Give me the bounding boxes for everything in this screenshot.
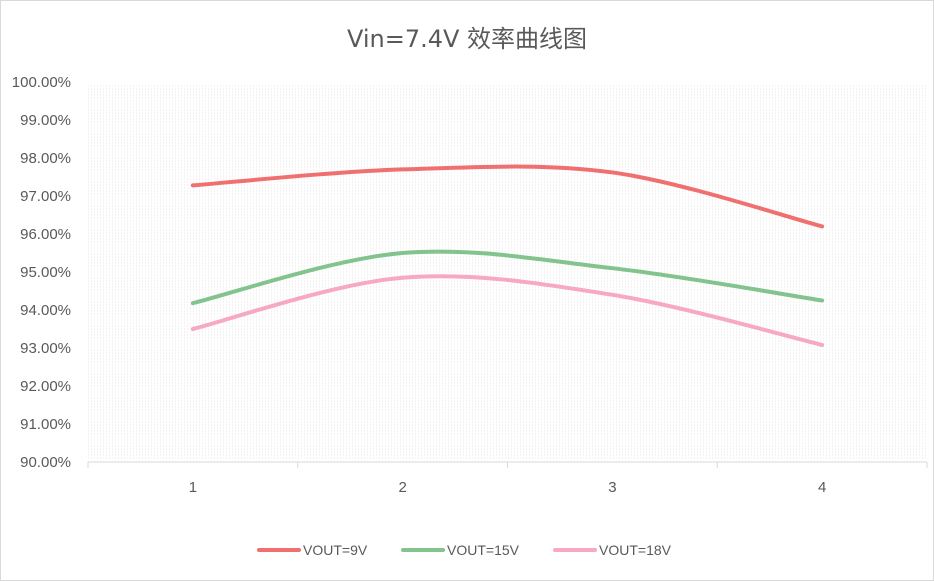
- legend-label: VOUT=9V: [303, 542, 368, 558]
- gridlines: [88, 85, 927, 459]
- series-line-2: [190, 249, 825, 306]
- y-tick-label: 90.00%: [20, 454, 71, 471]
- y-tick-label: 100.00%: [12, 74, 71, 91]
- x-tick-label: 2: [398, 479, 406, 496]
- y-tick-label: 93.00%: [20, 340, 71, 357]
- series-line-3: [190, 274, 825, 347]
- x-tick-label: 4: [818, 479, 826, 496]
- x-tick-label: 3: [608, 479, 616, 496]
- x-tick-label: 1: [189, 479, 197, 496]
- y-tick-label: 95.00%: [20, 264, 71, 281]
- y-tick-label: 98.00%: [20, 150, 71, 167]
- x-axis: [87, 461, 928, 468]
- y-tick-label: 92.00%: [20, 378, 71, 395]
- x-axis-tick-labels: 1 2 3 4: [189, 479, 827, 496]
- y-tick-label: 94.00%: [20, 302, 71, 319]
- y-tick-label: 96.00%: [20, 226, 71, 243]
- y-tick-label: 91.00%: [20, 416, 71, 433]
- legend: VOUT=9V VOUT=15V VOUT=18V: [257, 542, 672, 558]
- y-axis-tick-labels: 90.00% 91.00% 92.00% 93.00% 94.00% 95.00% 96.0…: [12, 74, 71, 471]
- series-line-1: [190, 164, 825, 229]
- legend-label: VOUT=15V: [447, 542, 520, 558]
- y-tick-label: 99.00%: [20, 112, 71, 129]
- series-lines: [190, 164, 825, 347]
- legend-label: VOUT=18V: [599, 542, 672, 558]
- y-tick-label: 97.00%: [20, 188, 71, 205]
- chart-title: Vin=7.4V 效率曲线图: [347, 25, 587, 53]
